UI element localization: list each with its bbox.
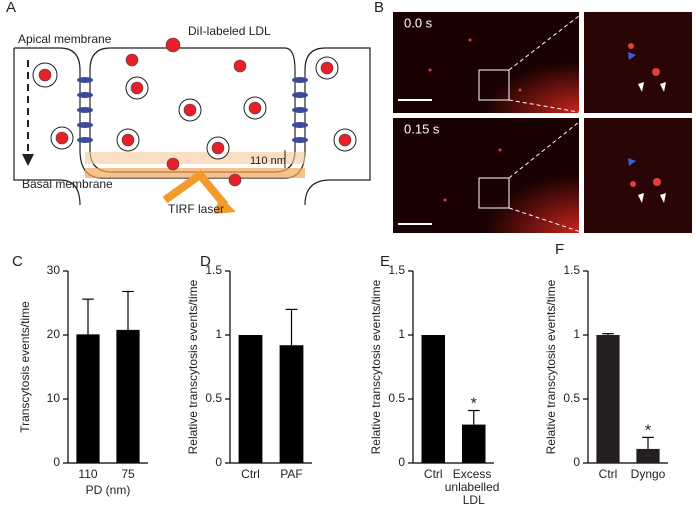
laser-arrow xyxy=(214,196,236,214)
significance: * xyxy=(645,423,651,440)
y-tick-label: 0.5 xyxy=(388,391,405,405)
y-tick-label: 1 xyxy=(215,327,222,341)
x-tick-label: 110 xyxy=(78,467,97,481)
y-tick-label: 10 xyxy=(47,391,61,405)
y-tick-label: 0.5 xyxy=(205,391,222,405)
x-tick-label: Dyngo xyxy=(631,467,666,481)
panel-label: A xyxy=(6,0,16,16)
y-tick-label: 1.5 xyxy=(205,263,222,277)
diagram-label: Basal membrane xyxy=(22,177,113,191)
y-tick-label: 0.5 xyxy=(563,391,580,405)
bar xyxy=(421,335,445,463)
panel-label: B xyxy=(374,0,384,16)
micrograph-inset xyxy=(584,118,692,233)
significance: * xyxy=(471,396,477,413)
y-tick-label: 1 xyxy=(573,327,580,341)
x-tick-label: PAF xyxy=(280,467,302,481)
x-tick-label: 75 xyxy=(121,467,135,481)
y-axis-label: Relative transcytosis events/time xyxy=(186,279,200,454)
diagram-label: DiI-labeled LDL xyxy=(188,24,271,38)
y-tick-label: 0 xyxy=(215,455,222,469)
panel-label: F xyxy=(555,241,564,258)
micrograph xyxy=(393,118,579,233)
cell-outline xyxy=(13,48,81,206)
micrographs xyxy=(393,11,692,234)
x-tick-label: Ctrl xyxy=(241,467,260,481)
y-axis-label: Relative transcytosis events/time xyxy=(544,279,558,454)
diagram xyxy=(13,37,371,214)
y-axis-label: Transcytosis events/time xyxy=(18,301,32,433)
time-label: 0.0 s xyxy=(404,15,433,30)
y-tick-label: 0 xyxy=(53,455,60,469)
panel-label: C xyxy=(12,253,23,270)
micrograph xyxy=(393,12,579,113)
bar xyxy=(462,424,486,463)
x-tick-label: Excess unlabelled LDL xyxy=(445,467,503,507)
junctions xyxy=(77,77,308,143)
ldl-particles xyxy=(38,37,352,187)
bar xyxy=(76,334,100,463)
x-tick-label: Ctrl xyxy=(424,467,443,481)
x-tick-label: Ctrl xyxy=(599,467,618,481)
y-tick-label: 0 xyxy=(398,455,405,469)
bar xyxy=(279,345,304,463)
y-axis-label: Relative transcytosis events/time xyxy=(369,279,383,454)
diagram-label: 110 nm xyxy=(250,155,286,167)
laser-beam xyxy=(162,169,229,208)
y-tick-label: 1.5 xyxy=(563,263,580,277)
bar xyxy=(116,329,140,463)
panel-label: E xyxy=(380,253,390,270)
diagram-label: Apical membrane xyxy=(18,32,112,46)
bar xyxy=(238,335,263,463)
micrograph-inset xyxy=(584,12,692,113)
tirf-field xyxy=(85,168,305,178)
tirf-field xyxy=(85,152,305,164)
y-tick-label: 1.5 xyxy=(388,263,405,277)
bar xyxy=(636,448,660,463)
y-tick-label: 30 xyxy=(47,263,61,277)
y-tick-label: 0 xyxy=(573,455,580,469)
diagram-label: TIRF laser xyxy=(168,202,224,216)
x-axis-label: PD (nm) xyxy=(86,483,131,497)
time-label: 0.15 s xyxy=(404,121,440,136)
y-tick-label: 20 xyxy=(47,327,61,341)
y-tick-label: 1 xyxy=(398,327,405,341)
bar xyxy=(596,335,620,463)
panel-label: D xyxy=(200,253,211,270)
